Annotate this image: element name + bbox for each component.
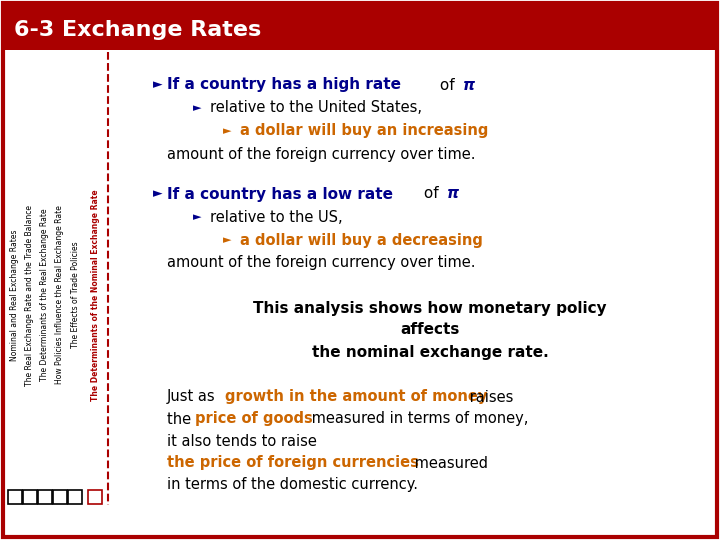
Text: affects: affects xyxy=(400,322,459,338)
Text: ►: ► xyxy=(193,212,202,222)
Text: price of goods: price of goods xyxy=(195,411,312,427)
Text: The Effects of Trade Policies: The Effects of Trade Policies xyxy=(71,242,79,348)
Text: the nominal exchange rate.: the nominal exchange rate. xyxy=(312,345,549,360)
Text: of: of xyxy=(419,186,444,201)
Bar xyxy=(68,490,82,504)
Bar xyxy=(8,490,22,504)
Text: The Real Exchange Rate and the Trade Balance: The Real Exchange Rate and the Trade Bal… xyxy=(25,205,35,386)
Text: raises: raises xyxy=(465,389,513,404)
Bar xyxy=(3,3,717,50)
Text: of: of xyxy=(435,78,459,92)
Text: in terms of the domestic currency.: in terms of the domestic currency. xyxy=(167,477,418,492)
Text: ►: ► xyxy=(153,78,163,91)
Text: amount of the foreign currency over time.: amount of the foreign currency over time… xyxy=(167,255,475,271)
Text: relative to the United States,: relative to the United States, xyxy=(210,100,422,116)
Text: If a country has a low rate: If a country has a low rate xyxy=(167,186,393,201)
Text: the price of foreign currencies: the price of foreign currencies xyxy=(167,456,419,470)
Text: This analysis shows how monetary policy: This analysis shows how monetary policy xyxy=(253,300,607,315)
Text: If a country has a high rate: If a country has a high rate xyxy=(167,78,401,92)
Text: The Determinants of the Real Exchange Rate: The Determinants of the Real Exchange Ra… xyxy=(40,208,50,381)
Text: measured in terms of money,: measured in terms of money, xyxy=(307,411,528,427)
Text: Just as: Just as xyxy=(167,389,220,404)
Text: The Determinants of the Nominal Exchange Rate: The Determinants of the Nominal Exchange… xyxy=(91,189,99,401)
Bar xyxy=(53,490,67,504)
Text: the: the xyxy=(167,411,196,427)
Text: Nominal and Real Exchange Rates: Nominal and Real Exchange Rates xyxy=(11,230,19,361)
Text: ►: ► xyxy=(153,187,163,200)
Text: How Policies Influence the Real Exchange Rate: How Policies Influence the Real Exchange… xyxy=(55,206,65,384)
Text: ►: ► xyxy=(193,103,202,113)
Text: a dollar will buy a decreasing: a dollar will buy a decreasing xyxy=(240,233,483,247)
Text: ►: ► xyxy=(223,235,232,245)
Text: a dollar will buy an increasing: a dollar will buy an increasing xyxy=(240,124,488,138)
Text: 6-3 Exchange Rates: 6-3 Exchange Rates xyxy=(14,20,261,40)
Text: π: π xyxy=(447,186,459,201)
Text: it also tends to raise: it also tends to raise xyxy=(167,434,317,449)
Text: ►: ► xyxy=(223,126,232,136)
Bar xyxy=(38,490,52,504)
Bar xyxy=(23,490,37,504)
Text: amount of the foreign currency over time.: amount of the foreign currency over time… xyxy=(167,146,475,161)
Text: π: π xyxy=(463,78,475,92)
Text: relative to the US,: relative to the US, xyxy=(210,210,343,225)
Bar xyxy=(88,490,102,504)
Text: growth in the amount of money: growth in the amount of money xyxy=(225,389,487,404)
Text: measured: measured xyxy=(410,456,488,470)
